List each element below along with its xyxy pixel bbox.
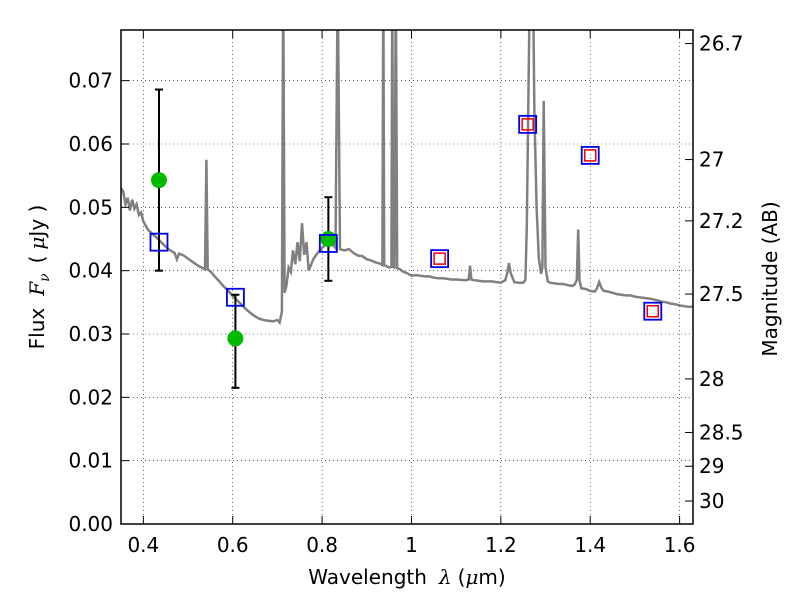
right-tick-label: 26.7 (699, 32, 744, 56)
y-tick-label: 0.04 (68, 259, 113, 283)
model-point-inner (433, 252, 446, 265)
plot-frame (120, 29, 694, 525)
x-tick-label: 0.6 (217, 533, 249, 557)
model-point (225, 287, 245, 307)
y-axis-ticks: 0.00 0.01 0.02 0.03 0.04 0.05 0.06 0.07 (68, 69, 129, 536)
x-tick-label: 0.8 (306, 533, 338, 557)
model-point (149, 232, 169, 252)
model-point (430, 249, 450, 269)
x-axis-ticks: 0.4 0.6 0.8 1 1.2 1.4 1.6 (127, 30, 696, 557)
plot-area (121, 30, 693, 389)
spectrum-line (121, 30, 693, 326)
y-tick-label: 0.00 (68, 512, 113, 536)
model-points (149, 114, 663, 321)
x-tick-label: 1.2 (485, 533, 517, 557)
right-tick-label: 30 (699, 489, 724, 513)
y-tick-label: 0.01 (68, 449, 113, 473)
y-tick-label: 0.02 (68, 385, 113, 409)
y-tick-label: 0.03 (68, 322, 113, 346)
x-axis-label: Wavelength λ (μm) (308, 565, 505, 589)
y-axis-label: FluxFν(μJy ) (25, 205, 53, 350)
model-point-inner (646, 304, 660, 318)
model-point (580, 145, 600, 165)
y-tick-label: 0.06 (68, 132, 113, 156)
right-tick-label: 29 (699, 454, 724, 478)
model-point (518, 114, 538, 134)
right-tick-label: 28 (699, 367, 724, 391)
x-tick-label: 1.4 (574, 533, 606, 557)
x-tick-label: 0.4 (127, 533, 159, 557)
right-tick-label: 27 (699, 148, 724, 172)
model-point-inner (521, 118, 534, 131)
y-tick-label: 0.07 (68, 69, 113, 93)
model-point-inner (583, 149, 597, 162)
x-tick-label: 1.6 (664, 533, 696, 557)
right-tick-label: 27.5 (699, 282, 744, 306)
right-tick-label: 27.2 (699, 209, 744, 233)
model-point (318, 234, 338, 253)
x-tick-label: 1 (405, 533, 418, 557)
right-axis-ticks: 26.7 27 27.2 27.5 28 28.5 29 30 (685, 32, 744, 513)
observed-point (320, 231, 337, 247)
y-tick-label: 0.05 (68, 195, 113, 219)
model-point (643, 301, 663, 321)
observed-point (150, 172, 167, 189)
right-tick-label: 28.5 (699, 420, 744, 444)
observed-point (227, 330, 244, 347)
right-axis-label: Magnitude (AB) (758, 201, 782, 356)
